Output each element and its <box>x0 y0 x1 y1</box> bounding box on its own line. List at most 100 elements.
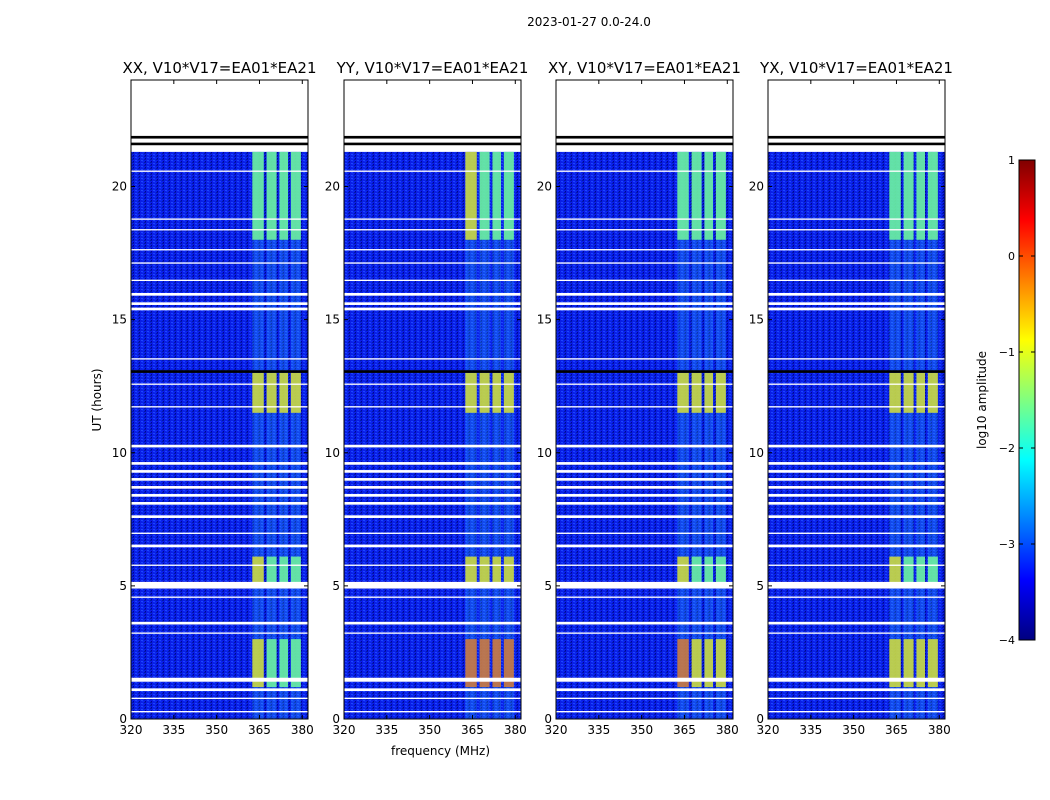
flagged-row <box>768 532 945 534</box>
flagged-row <box>556 581 733 589</box>
rfi-band-streak <box>889 151 901 719</box>
rfi-band-cell <box>252 151 264 240</box>
rfi-band-streak <box>252 151 264 719</box>
flagged-row <box>556 532 733 534</box>
flagged-row <box>131 229 308 231</box>
x-tick-label: 380 <box>928 723 951 737</box>
flagged-row <box>344 532 521 534</box>
flagged-row <box>768 293 945 296</box>
rfi-band-cell <box>266 372 277 413</box>
rfi-band-streak <box>503 151 514 719</box>
y-axis-label: UT (hours) <box>90 368 104 431</box>
flagged-row <box>556 135 733 139</box>
flagged-row <box>768 544 945 548</box>
panels: 320 335 350 365 380 0 5 10 15 20 XX, V10*V17=EA01*… <box>90 59 953 758</box>
flagged-row <box>556 486 733 489</box>
flagged-row <box>556 249 733 251</box>
rfi-band-cell <box>279 639 289 688</box>
flagged-row <box>131 302 308 305</box>
rfi-band-cell <box>916 556 926 586</box>
flagged-row <box>344 544 521 548</box>
rfi-band-cell <box>503 556 514 586</box>
flagged-row <box>344 564 521 566</box>
y-tick-label: 0 <box>544 712 552 726</box>
rfi-band-cell <box>715 372 726 413</box>
flagged-row <box>768 145 945 151</box>
panel-0: 320 335 350 365 380 0 5 10 15 20 XX, V10*V17=EA01*… <box>90 59 317 737</box>
flagged-row <box>556 677 733 682</box>
flagged-row <box>131 677 308 682</box>
x-tick-label: 350 <box>842 723 865 737</box>
flagged-row <box>344 677 521 682</box>
rfi-band-streak <box>704 151 714 719</box>
flagged-row <box>344 596 521 598</box>
flagged-row <box>131 293 308 296</box>
rfi-band-streak <box>465 151 477 719</box>
rfi-band-cell <box>704 639 714 688</box>
rfi-band-cell <box>465 372 477 413</box>
flagged-row <box>131 621 308 625</box>
rfi-band-cell <box>252 372 264 413</box>
flagged-row <box>556 145 733 151</box>
flagged-row <box>131 170 308 172</box>
rfi-band-streak <box>279 151 289 719</box>
y-tick-label: 0 <box>756 712 764 726</box>
x-tick-label: 320 <box>545 723 568 737</box>
colorbar-tick-label: −1 <box>999 346 1015 359</box>
flagged-row <box>344 293 521 296</box>
flagged-row <box>131 470 308 473</box>
flagged-row <box>344 697 521 700</box>
rfi-band-streak <box>290 151 301 719</box>
flagged-row <box>131 494 308 497</box>
y-tick-label: 20 <box>325 180 340 194</box>
rfi-band-cell <box>715 556 726 586</box>
flagged-row <box>344 302 521 305</box>
flagged-row <box>344 632 521 634</box>
x-tick-label: 365 <box>461 723 484 737</box>
x-tick-label: 335 <box>587 723 610 737</box>
rfi-band-cell <box>691 151 702 240</box>
rfi-band-cell <box>465 151 477 240</box>
rfi-band-cell <box>903 639 914 688</box>
flagged-row <box>556 564 733 566</box>
flagged-row <box>556 279 733 282</box>
flagged-row <box>131 262 308 264</box>
panel-title: YY, V10*V17=EA01*EA21 <box>336 59 529 77</box>
flagged-row <box>344 262 521 264</box>
flagged-row <box>344 515 521 518</box>
flagged-row <box>131 142 308 146</box>
flagged-row <box>131 145 308 151</box>
spectrum-noise <box>556 151 733 719</box>
x-tick-label: 380 <box>504 723 527 737</box>
flagged-row <box>131 307 308 311</box>
rfi-band-cell <box>465 639 477 688</box>
rfi-band-streak <box>266 151 277 719</box>
rfi-band-cell <box>677 639 689 688</box>
flagged-row <box>344 711 521 713</box>
colorbar-ticks: 1 0 −1 −2 −3 −4 <box>999 154 1035 647</box>
flagged-row <box>768 688 945 692</box>
flagged-row <box>556 406 733 408</box>
flagged-row <box>344 621 521 625</box>
rfi-band-cell <box>279 556 289 586</box>
flagged-row <box>556 462 733 465</box>
flagged-row <box>344 370 521 373</box>
x-tick-label: 320 <box>757 723 780 737</box>
flagged-row <box>768 229 945 231</box>
flagged-row <box>131 383 308 385</box>
x-tick-label: 335 <box>162 723 185 737</box>
flagged-row <box>556 697 733 700</box>
spectrum-noise <box>768 151 945 719</box>
axes-frame <box>767 79 946 720</box>
y-tick-label: 15 <box>325 313 340 327</box>
flagged-row <box>556 170 733 172</box>
rfi-band-cell <box>704 372 714 413</box>
flagged-row <box>768 370 945 373</box>
rfi-band-streak <box>479 151 490 719</box>
rfi-band-cell <box>704 151 714 240</box>
flagged-row <box>131 502 308 505</box>
axes-frame <box>343 79 522 720</box>
panel-title: XY, V10*V17=EA01*EA21 <box>548 59 741 77</box>
colorbar-tick-label: 0 <box>1008 250 1015 263</box>
flagged-row <box>556 142 733 146</box>
